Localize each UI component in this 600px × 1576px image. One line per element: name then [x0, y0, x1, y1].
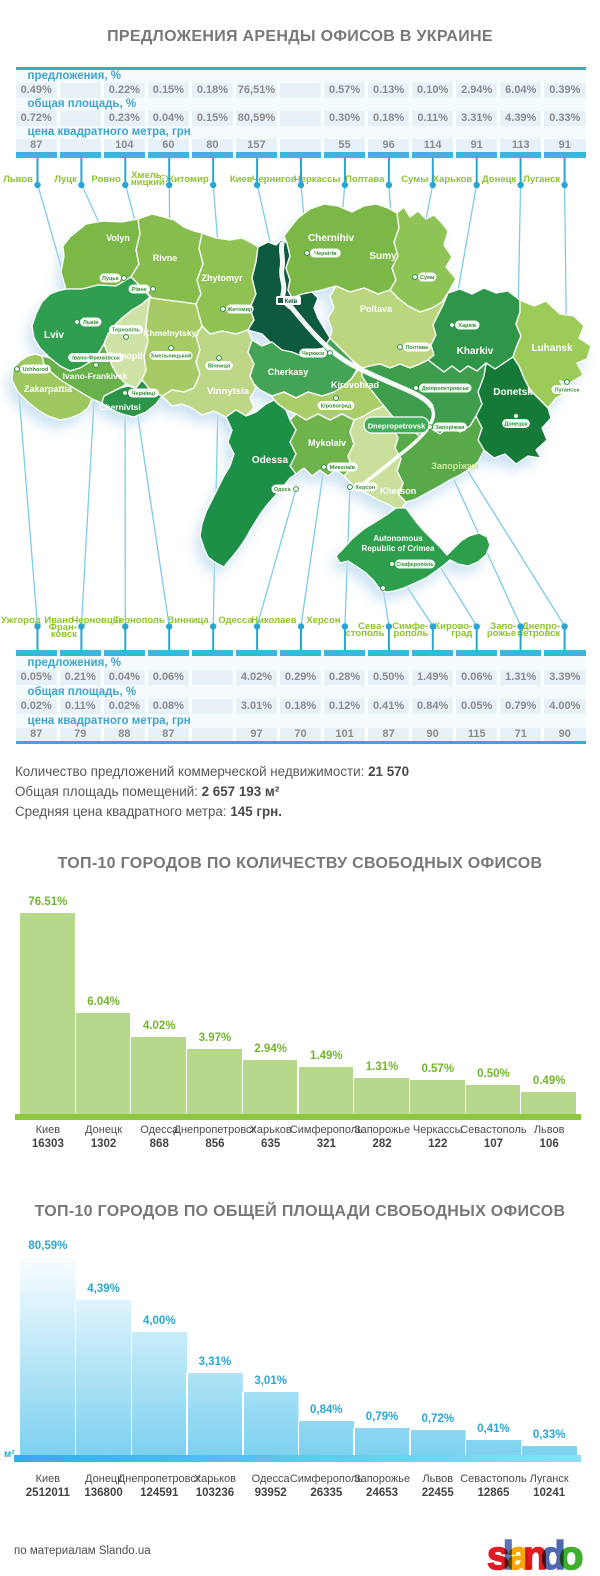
svg-text:Чернівці: Чернівці [132, 391, 156, 397]
svg-text:Autonomous: Autonomous [373, 534, 423, 543]
svg-text:Луганськ: Луганськ [555, 388, 580, 394]
svg-text:Луцьк: Луцьк [102, 276, 119, 282]
svg-text:Полтава: Полтава [405, 345, 429, 351]
svg-text:Івано-Франківськ: Івано-Франківськ [72, 356, 120, 362]
svg-text:Сімферополь: Сімферополь [396, 561, 434, 568]
svg-text:Rivne: Rivne [153, 253, 178, 263]
svg-text:Dnepropetrovsk: Dnepropetrovsk [368, 422, 426, 431]
svg-text:Volyn: Volyn [106, 233, 130, 243]
svg-text:Donetsk: Donetsk [493, 387, 533, 398]
svg-text:Zhytomyr: Zhytomyr [201, 273, 243, 283]
svg-text:Uzhhorod: Uzhhorod [23, 367, 49, 373]
svg-text:Cherkasy: Cherkasy [268, 367, 309, 377]
svg-text:Житомир: Житомир [226, 307, 253, 313]
svg-text:Odessa: Odessa [252, 455, 289, 466]
svg-text:Khmelnytskyi: Khmelnytskyi [143, 328, 198, 338]
svg-text:Тернопіль: Тернопіль [112, 328, 141, 334]
svg-text:Херсон: Херсон [355, 485, 375, 491]
svg-text:Ternopil: Ternopil [108, 351, 143, 361]
svg-text:Chernihiv: Chernihiv [308, 233, 355, 244]
svg-text:Mykolaiv: Mykolaiv [308, 438, 346, 448]
svg-text:Миколаїв: Миколаїв [330, 465, 356, 471]
svg-text:Запоріжжя: Запоріжжя [435, 425, 464, 431]
svg-text:Черкаси: Черкаси [302, 351, 325, 357]
svg-text:Кіровоград: Кіровоград [321, 404, 352, 410]
svg-text:Vinnytsia: Vinnytsia [207, 386, 250, 397]
svg-text:Chernivtsi: Chernivtsi [99, 402, 141, 412]
svg-text:Хмельницький: Хмельницький [151, 353, 192, 360]
svg-text:Київ: Київ [285, 299, 298, 305]
svg-text:Запоріжжя: Запоріжжя [431, 461, 479, 471]
svg-text:Kharkiv: Kharkiv [457, 346, 494, 357]
svg-text:Львів: Львів [83, 320, 99, 326]
svg-text:Рівне: Рівне [132, 287, 147, 293]
svg-text:Zakarpattia: Zakarpattia [24, 384, 73, 394]
svg-text:Lviv: Lviv [44, 330, 64, 341]
svg-text:Ivano-Frankivsk: Ivano-Frankivsk [63, 371, 128, 381]
svg-text:Чернігів: Чернігів [314, 251, 337, 257]
svg-text:Kherson: Kherson [380, 486, 417, 496]
svg-text:Дніпропетровськ: Дніпропетровськ [422, 386, 469, 392]
svg-text:Sumy: Sumy [369, 251, 397, 262]
svg-text:Poltava: Poltava [360, 304, 393, 314]
svg-text:Донецьк: Донецьк [504, 422, 527, 428]
svg-text:Kirovohrad: Kirovohrad [331, 380, 379, 390]
svg-text:Luhansk: Luhansk [531, 343, 573, 354]
svg-text:Харків: Харків [458, 323, 476, 329]
svg-text:Суми: Суми [420, 275, 434, 281]
svg-text:Одеса: Одеса [274, 487, 292, 493]
svg-text:Вінниця: Вінниця [208, 364, 230, 370]
svg-text:Republic of Crimea: Republic of Crimea [362, 544, 435, 553]
